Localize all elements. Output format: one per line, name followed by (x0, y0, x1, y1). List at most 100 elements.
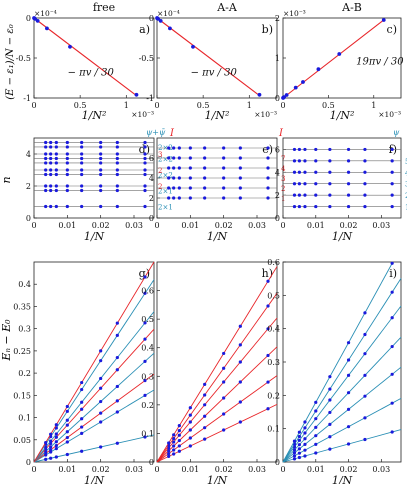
level-point (363, 204, 367, 209)
series-line (33, 389, 155, 463)
y-tick-label: 6 (149, 154, 154, 163)
series-point (143, 379, 147, 383)
level-point (172, 156, 176, 160)
series-point (390, 372, 394, 376)
x-tick-label: 0.03 (372, 465, 390, 474)
level-point (266, 156, 270, 160)
x-tick-label: 0 (31, 221, 36, 230)
series-point (203, 382, 207, 386)
x-tick-label: 0 (154, 465, 159, 474)
level-point (44, 145, 48, 149)
level-point (49, 152, 53, 156)
level-point (222, 176, 226, 180)
level-point (44, 152, 48, 156)
level-point (54, 172, 58, 177)
data-point (282, 95, 286, 100)
slope-annotation: 19πv / 30 (356, 56, 404, 67)
level-point (49, 145, 53, 149)
series-point (65, 452, 69, 457)
x-tick-label: 0.01 (58, 221, 76, 230)
legend-teal: ψ (393, 128, 400, 137)
level-point (390, 159, 394, 163)
level-point (222, 186, 226, 190)
series-point (65, 404, 69, 409)
series-point (44, 445, 48, 449)
series-point (44, 440, 48, 445)
level-point (390, 170, 394, 174)
series-point (292, 448, 297, 452)
level-point (238, 166, 242, 170)
series-point (188, 406, 192, 410)
y-tick-label: -0.5 (139, 54, 154, 63)
level-point (172, 176, 176, 180)
series-line (282, 336, 402, 463)
level-point (143, 156, 147, 161)
series-point (80, 417, 84, 421)
series-point (303, 431, 307, 435)
level-point (44, 188, 48, 193)
series-point (143, 359, 147, 363)
y-tick-label: 0.4 (141, 344, 154, 353)
series-point (222, 412, 226, 416)
level-point (80, 184, 84, 188)
series-point (99, 359, 103, 363)
series-point (115, 333, 119, 337)
panel-h: 0 0.01 0.02 0.03 0 0.1 0.2 0.3 0.4 0.5 0.6 1/N h) (141, 261, 278, 484)
level-point (297, 170, 301, 174)
panel-label: i) (389, 267, 397, 280)
level-point (303, 204, 307, 209)
level-point (49, 156, 53, 161)
series-point (49, 456, 53, 460)
level-point (328, 193, 332, 197)
panel-label: a) (139, 23, 150, 36)
series-line (33, 311, 155, 463)
y-tick-label: 0.6 (141, 287, 154, 296)
x-tick-label: 1 (124, 101, 129, 110)
series-point (65, 435, 69, 440)
y-tick-label: 0.15 (13, 391, 31, 400)
series-point (314, 451, 318, 455)
series-point (303, 442, 307, 446)
series-point (238, 343, 242, 347)
series-point (297, 451, 301, 455)
data-point (381, 18, 386, 22)
series-point (203, 437, 207, 441)
x-tick-label: 0.02 (340, 221, 358, 230)
data-point (35, 18, 40, 23)
level-point (54, 204, 58, 209)
series-point (314, 409, 318, 413)
series-point (143, 435, 147, 439)
level-point (65, 168, 69, 172)
level-point (222, 156, 226, 160)
series-point (328, 375, 332, 379)
data-point (156, 16, 161, 21)
series-point (54, 447, 58, 451)
series-point (80, 407, 84, 411)
level-point (203, 166, 207, 170)
level-point (44, 156, 48, 161)
y-tick-label: 0 (149, 214, 154, 223)
level-point (54, 145, 58, 149)
series-point (177, 438, 181, 443)
series-point (314, 417, 318, 421)
series-point (346, 341, 351, 345)
panel-header: free (93, 1, 115, 14)
series-point (44, 457, 48, 461)
y-tick-label: 2 (149, 194, 154, 203)
series-point (266, 327, 270, 331)
series-line (282, 261, 394, 463)
level-point (44, 168, 48, 172)
level-degeneracy-label: 2 (158, 167, 162, 175)
level-point (266, 186, 270, 190)
level-point (314, 193, 318, 197)
level-point (172, 166, 176, 170)
level-point (54, 188, 58, 193)
y-tick-label: 2 (275, 14, 280, 23)
series-point (49, 439, 53, 443)
data-point (257, 92, 262, 97)
plot-frame (282, 137, 402, 219)
level-point (143, 152, 147, 156)
level-point (238, 176, 242, 180)
level-point (390, 193, 394, 197)
level-point (115, 145, 119, 149)
